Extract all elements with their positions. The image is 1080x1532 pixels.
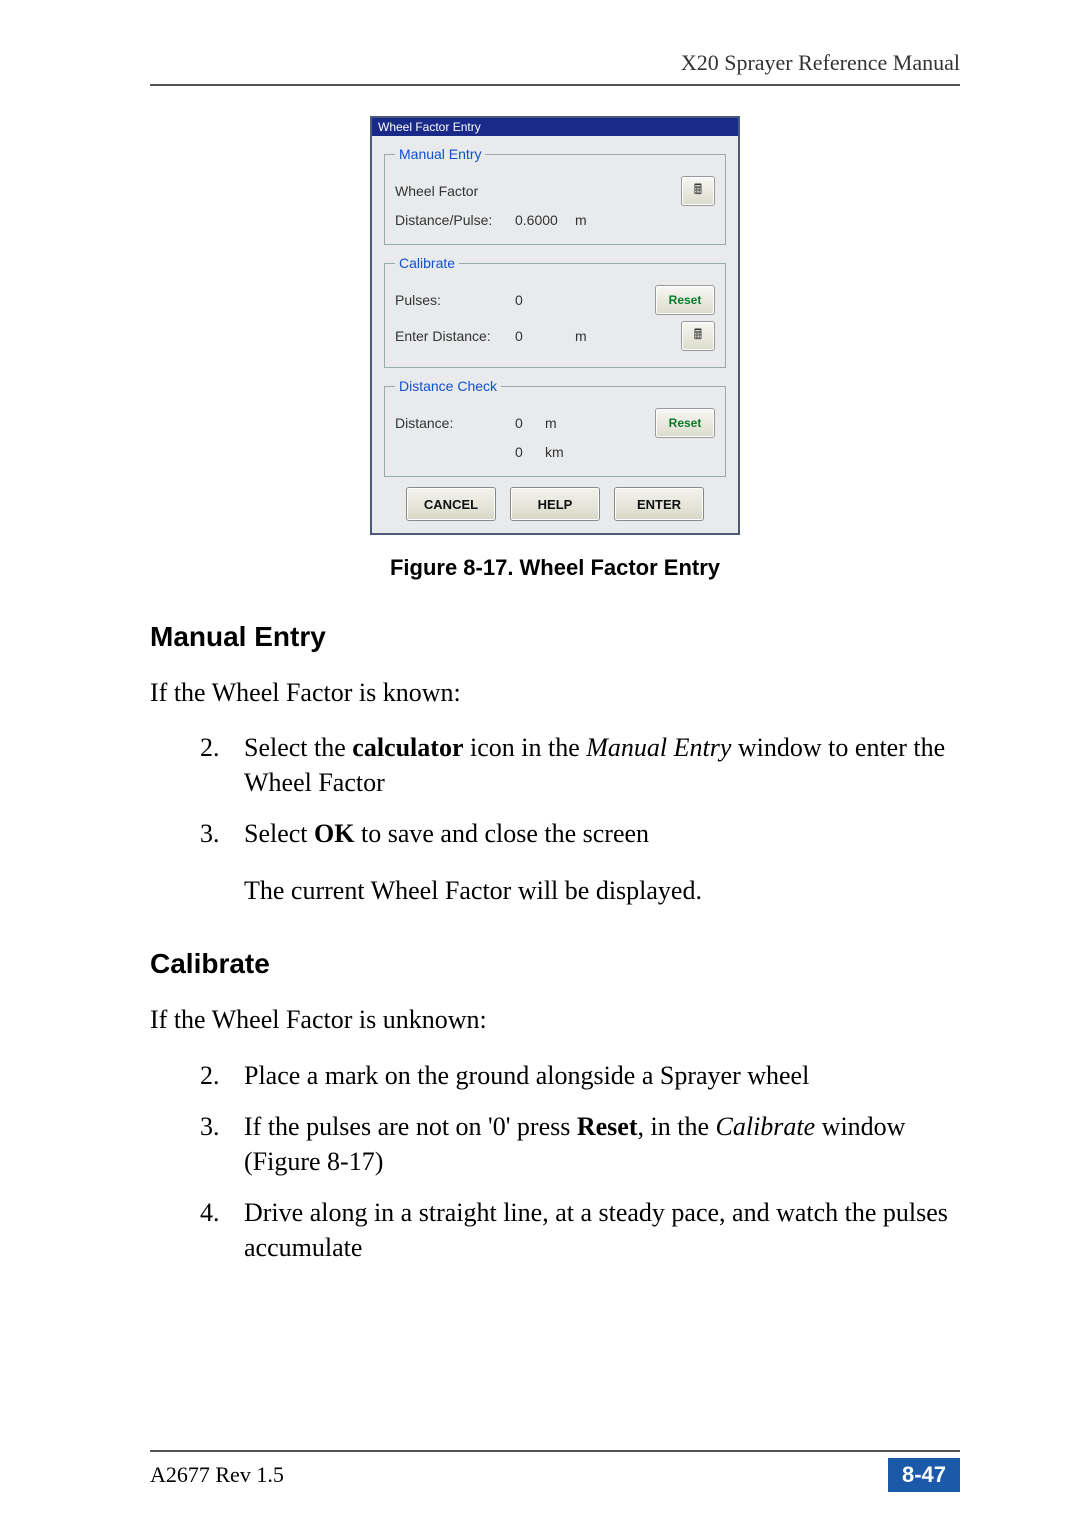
step-number: 2. — [200, 1058, 244, 1093]
distance-m-unit: m — [545, 415, 575, 431]
distance-m-value: 0 — [515, 415, 545, 431]
distance-pulse-unit: m — [575, 212, 605, 228]
manual-entry-legend: Manual Entry — [395, 146, 485, 162]
step-number: 4. — [200, 1195, 244, 1265]
footer-left: A2677 Rev 1.5 — [150, 1462, 284, 1488]
distance-check-legend: Distance Check — [395, 378, 501, 394]
page-number-badge: 8-47 — [888, 1458, 960, 1492]
pulses-value: 0 — [515, 292, 575, 308]
manual-entry-group: Manual Entry Wheel Factor 🖩 Distance/Pul… — [384, 146, 726, 245]
list-item: 2. Place a mark on the ground alongside … — [200, 1058, 960, 1093]
list-item: 3. Select OK to save and close the scree… — [200, 816, 960, 851]
wheel-factor-label: Wheel Factor — [395, 183, 515, 199]
enter-distance-unit: m — [575, 328, 605, 344]
list-item: 2. Select the calculator icon in the Man… — [200, 730, 960, 800]
distance-km-unit: km — [545, 444, 575, 460]
manual-entry-intro: If the Wheel Factor is known: — [150, 675, 960, 710]
calibrate-steps: 2. Place a mark on the ground alongside … — [150, 1058, 960, 1265]
step-number: 3. — [200, 816, 244, 851]
step-text: Select the calculator icon in the Manual… — [244, 730, 960, 800]
calibrate-group: Calibrate Pulses: 0 Reset Enter Distance… — [384, 255, 726, 368]
dialog-titlebar: Wheel Factor Entry — [372, 118, 738, 136]
enter-button[interactable]: ENTER — [614, 487, 704, 521]
step-text: Drive along in a straight line, at a ste… — [244, 1195, 960, 1265]
calibrate-intro: If the Wheel Factor is unknown: — [150, 1002, 960, 1037]
step-text: Select OK to save and close the screen — [244, 816, 960, 851]
distance-pulse-value: 0.6000 — [515, 212, 575, 228]
step-number: 3. — [200, 1109, 244, 1179]
header-rule — [150, 84, 960, 86]
figure-caption: Figure 8-17. Wheel Factor Entry — [150, 555, 960, 581]
step-number: 2. — [200, 730, 244, 800]
distance-label: Distance: — [395, 415, 515, 431]
calibrate-reset-button[interactable]: Reset — [655, 285, 715, 315]
page-header-title: X20 Sprayer Reference Manual — [150, 50, 960, 76]
distance-reset-button[interactable]: Reset — [655, 408, 715, 438]
help-button[interactable]: HELP — [510, 487, 600, 521]
calibrate-legend: Calibrate — [395, 255, 459, 271]
manual-entry-note: The current Wheel Factor will be display… — [150, 873, 960, 908]
list-item: 4. Drive along in a straight line, at a … — [200, 1195, 960, 1265]
calibrate-heading: Calibrate — [150, 948, 960, 980]
step-text: Place a mark on the ground alongside a S… — [244, 1058, 960, 1093]
distance-km-value: 0 — [515, 444, 545, 460]
cancel-button[interactable]: CANCEL — [406, 487, 496, 521]
enter-distance-value: 0 — [515, 328, 575, 344]
list-item: 3. If the pulses are not on '0' press Re… — [200, 1109, 960, 1179]
wheel-factor-dialog: Wheel Factor Entry Manual Entry Wheel Fa… — [370, 116, 740, 535]
manual-entry-steps: 2. Select the calculator icon in the Man… — [150, 730, 960, 851]
distance-check-group: Distance Check Distance: 0 m Reset 0 km — [384, 378, 726, 477]
footer-rule — [150, 1450, 960, 1452]
calculator-icon[interactable]: 🖩 — [681, 321, 715, 351]
calculator-icon[interactable]: 🖩 — [681, 176, 715, 206]
pulses-label: Pulses: — [395, 292, 515, 308]
manual-entry-heading: Manual Entry — [150, 621, 960, 653]
distance-pulse-label: Distance/Pulse: — [395, 212, 515, 228]
enter-distance-label: Enter Distance: — [395, 328, 515, 344]
step-text: If the pulses are not on '0' press Reset… — [244, 1109, 960, 1179]
